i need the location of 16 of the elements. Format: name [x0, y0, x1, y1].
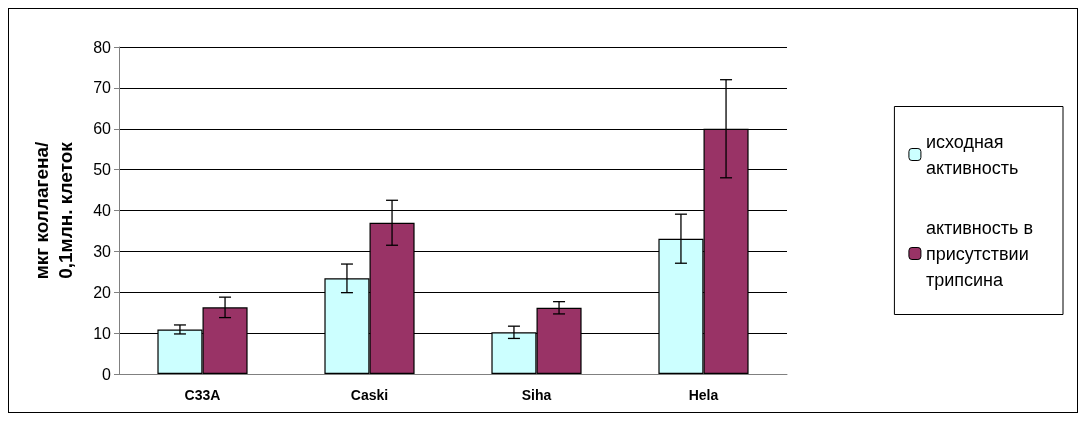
y-tick-label: 0 — [102, 365, 112, 383]
x-tick-label: Siha — [521, 387, 552, 403]
y-tick-label: 60 — [93, 120, 112, 138]
y-tick-label: 30 — [93, 242, 112, 260]
x-tick-label: C33A — [184, 387, 221, 403]
y-tick-label: 40 — [93, 202, 112, 219]
y-tick-label: 10 — [93, 324, 112, 342]
y-tick-label: 20 — [93, 283, 112, 301]
x-tick-label: Caski — [350, 387, 389, 403]
y-tick-label: 50 — [93, 161, 112, 179]
y-tick-label: 80 — [93, 38, 112, 56]
y-tick-label: 70 — [93, 79, 112, 97]
x-tick-label: Hela — [688, 387, 719, 403]
legend-label: активность в присутствии трипсина — [925, 217, 1034, 290]
legend-label: исходная активность — [925, 131, 1019, 178]
y-axis-title: мкг коллагена/ 0,1млн. клеток — [30, 140, 76, 280]
